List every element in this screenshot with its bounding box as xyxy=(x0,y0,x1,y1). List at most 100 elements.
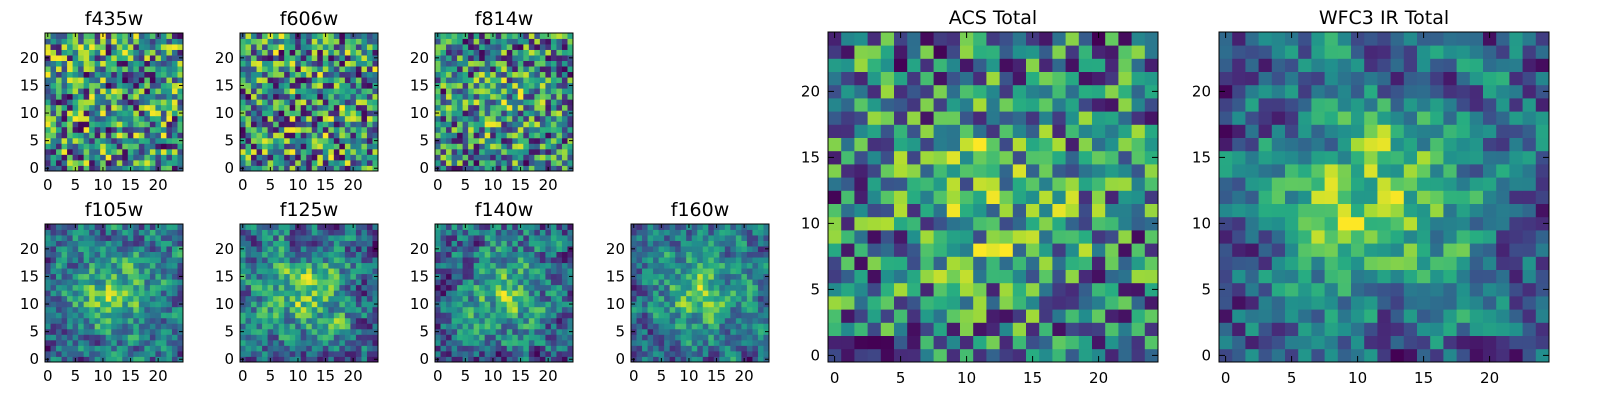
heatmap-cell xyxy=(144,55,151,61)
heatmap-cell xyxy=(366,137,373,144)
heatmap-cell xyxy=(262,356,268,363)
heatmap-cell xyxy=(567,235,574,241)
heatmap-cell xyxy=(133,323,140,330)
heatmap-cell xyxy=(550,279,557,286)
heatmap-cell xyxy=(72,334,79,341)
heatmap-cell xyxy=(841,190,855,204)
heatmap-cell xyxy=(105,159,112,166)
heatmap-cell xyxy=(94,268,101,275)
heatmap-cell xyxy=(523,317,530,324)
heatmap-cell xyxy=(317,306,324,313)
heatmap-cell xyxy=(111,104,118,111)
heatmap-cell xyxy=(534,38,541,45)
heatmap-cell xyxy=(691,224,698,230)
heatmap-cell xyxy=(642,306,648,313)
heatmap-cell xyxy=(1039,256,1053,270)
heatmap-cell xyxy=(262,268,268,275)
heatmap-cell xyxy=(435,295,441,302)
heatmap-cell xyxy=(355,82,362,89)
heatmap-cell xyxy=(495,345,502,352)
heatmap-cell xyxy=(713,323,720,330)
heatmap-cell xyxy=(457,350,463,357)
heatmap-cell xyxy=(166,71,173,78)
heatmap-cell xyxy=(506,262,513,269)
heatmap-cell xyxy=(339,104,346,111)
heatmap-cell xyxy=(484,312,491,319)
heatmap-cell xyxy=(284,262,291,269)
heatmap-cell xyxy=(907,203,921,218)
heatmap-cell xyxy=(372,132,379,139)
heatmap-cell xyxy=(344,49,351,56)
heatmap-cell xyxy=(78,165,85,172)
heatmap-cell xyxy=(366,132,373,139)
heatmap-cell xyxy=(1105,309,1119,323)
heatmap-cell xyxy=(545,312,552,319)
heatmap-cell xyxy=(372,49,379,56)
heatmap-cell xyxy=(473,229,480,236)
heatmap-cell xyxy=(56,115,62,122)
heatmap-cell xyxy=(116,115,123,122)
heatmap-cell xyxy=(111,132,118,139)
heatmap-cell xyxy=(713,301,720,308)
heatmap-cell xyxy=(960,243,974,257)
heatmap-cell xyxy=(144,246,151,252)
heatmap-cell xyxy=(501,240,508,247)
heatmap-cell xyxy=(920,256,934,270)
heatmap-cell xyxy=(94,38,101,45)
heatmap-cell xyxy=(366,148,373,155)
heatmap-cell xyxy=(328,235,335,241)
heatmap-cell xyxy=(160,115,167,122)
heatmap-cell xyxy=(171,143,178,150)
heatmap-cell xyxy=(355,334,362,341)
heatmap-cell xyxy=(317,334,324,341)
heatmap-cell xyxy=(752,273,759,280)
heatmap-cell xyxy=(127,38,134,45)
heatmap-cell xyxy=(920,348,934,363)
heatmap-cell xyxy=(149,262,156,269)
heatmap-cell xyxy=(245,334,252,341)
heatmap-cell xyxy=(468,49,475,56)
heatmap-cell xyxy=(94,356,101,363)
heatmap-cell xyxy=(100,235,107,241)
heatmap-cell xyxy=(251,312,257,319)
heatmap-cell xyxy=(133,38,140,45)
heatmap-cell xyxy=(567,257,574,264)
heatmap-cell xyxy=(322,317,329,324)
heatmap-cell xyxy=(686,268,693,275)
heatmap-cell xyxy=(556,38,563,45)
heatmap-cell xyxy=(763,229,770,236)
heatmap-cell xyxy=(322,93,329,100)
heatmap-cell xyxy=(636,312,643,319)
heatmap-cell xyxy=(523,55,530,61)
heatmap-cell xyxy=(946,243,961,257)
heatmap-cell xyxy=(284,224,291,230)
heatmap-cell xyxy=(501,115,508,122)
heatmap-cell xyxy=(484,121,491,128)
heatmap-cell xyxy=(251,82,257,89)
heatmap-cell xyxy=(328,88,335,95)
heatmap-cell xyxy=(350,323,357,330)
heatmap-cell xyxy=(251,262,257,269)
heatmap-cell xyxy=(328,262,335,269)
heatmap-cell xyxy=(757,268,764,275)
heatmap-cell xyxy=(534,328,541,335)
heatmap-cell xyxy=(473,104,480,111)
heatmap-cell xyxy=(484,77,491,84)
heatmap-cell xyxy=(262,334,268,341)
heatmap-cell xyxy=(67,290,73,297)
heatmap-cell xyxy=(484,301,491,308)
heatmap-cell xyxy=(317,246,324,252)
heatmap-cell xyxy=(669,317,676,324)
heatmap-cell xyxy=(333,306,340,313)
heatmap-cell xyxy=(344,328,351,335)
heatmap-cell xyxy=(462,44,469,50)
heatmap-cell xyxy=(479,38,486,45)
heatmap-cell xyxy=(528,66,535,73)
heatmap-cell xyxy=(636,334,643,341)
heatmap-cell xyxy=(828,309,842,323)
heatmap-cell xyxy=(317,148,324,155)
heatmap-cell xyxy=(686,334,693,341)
heatmap-cell xyxy=(920,203,934,218)
heatmap-cell xyxy=(534,66,541,73)
heatmap-cell xyxy=(45,257,51,264)
